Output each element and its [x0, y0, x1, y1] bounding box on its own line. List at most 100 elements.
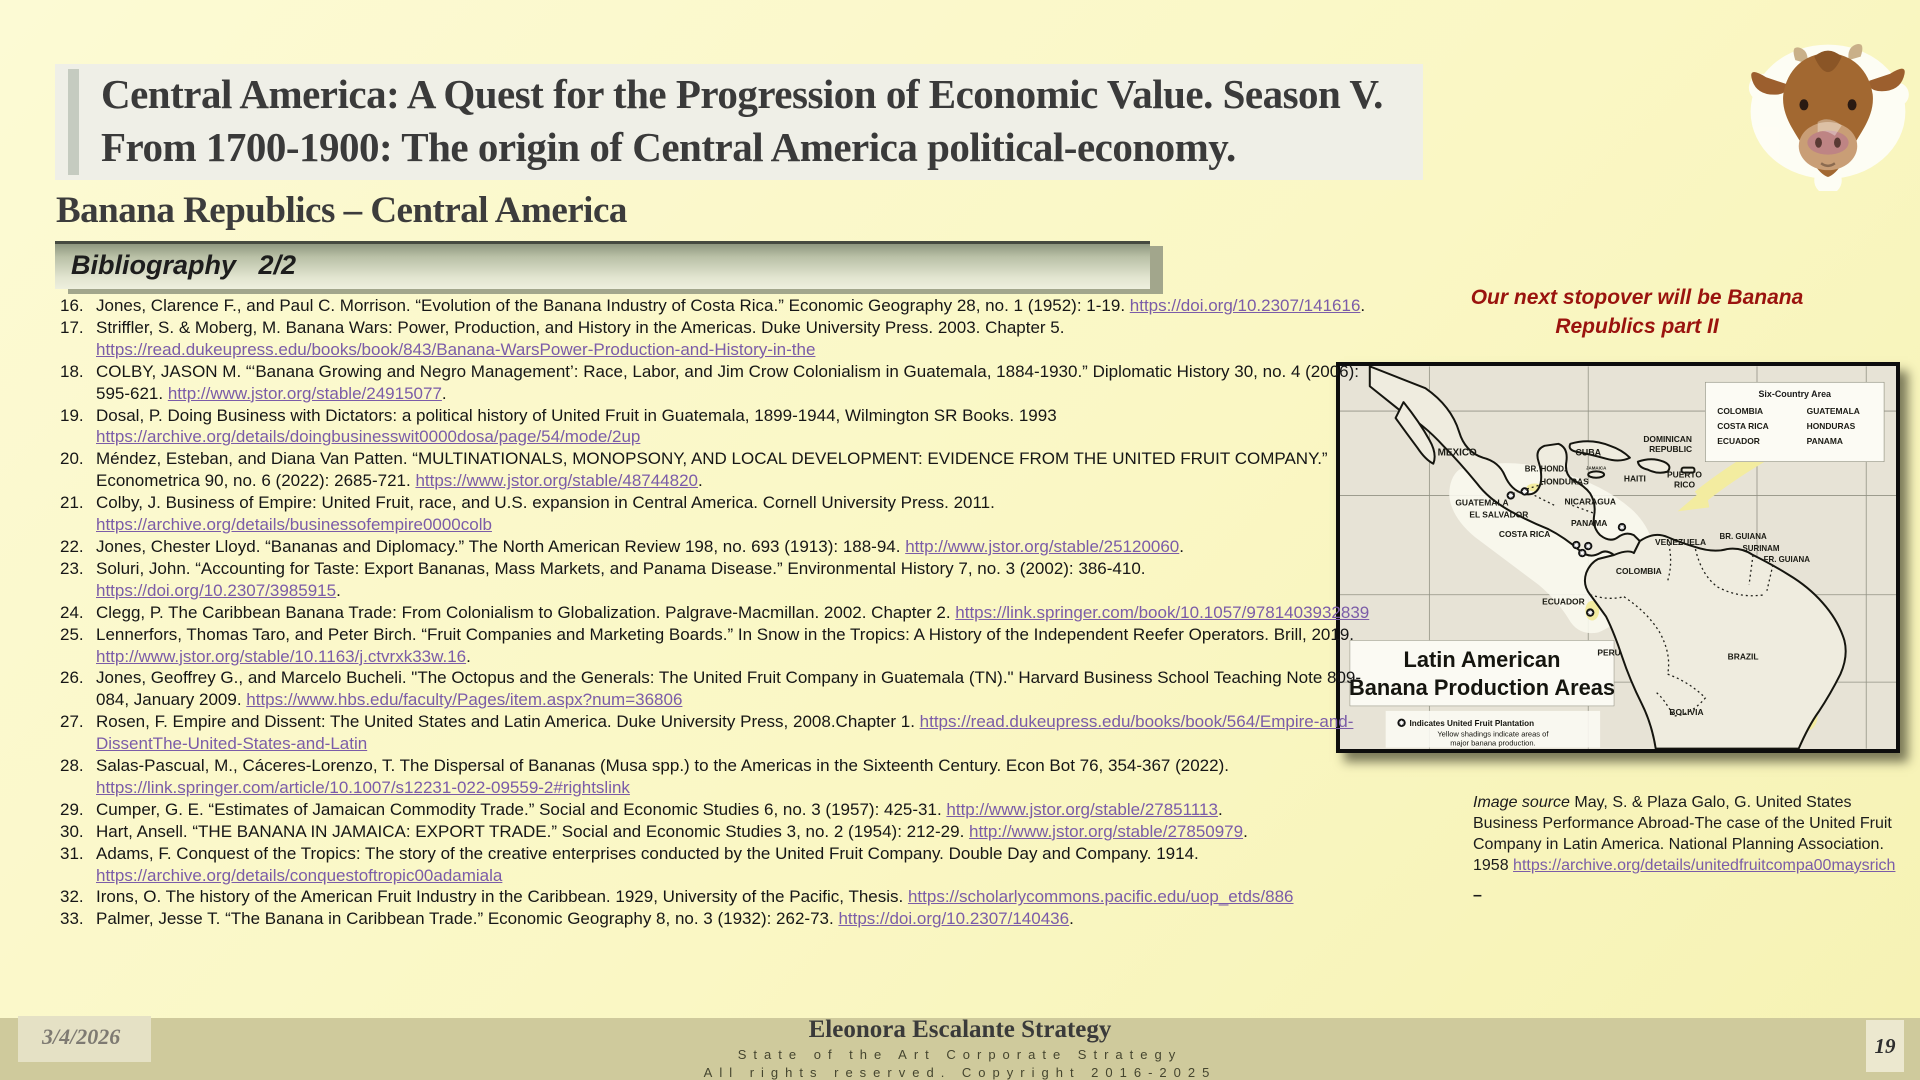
- cow-logo-icon: [1742, 36, 1914, 195]
- reference-link[interactable]: http://www.jstor.org/stable/27850979: [969, 821, 1244, 841]
- date-box: 3/4/2026: [18, 1016, 151, 1062]
- reference-text: Lennerfors, Thomas Taro, and Peter Birch…: [96, 624, 1355, 666]
- reference-number: 27.: [60, 712, 84, 732]
- reference-number: 23.: [60, 558, 84, 578]
- reference-text: Dosal, P. Doing Business with Dictators:…: [96, 405, 1057, 447]
- reference-text: Adams, F. Conquest of the Tropics: The s…: [96, 843, 1199, 885]
- reference-item: 28. Salas-Pascual, M., Cáceres-Lorenzo, T…: [60, 755, 1372, 799]
- reference-link[interactable]: https://link.springer.com/article/10.100…: [96, 777, 630, 797]
- reference-link[interactable]: https://doi.org/10.2307/140436: [838, 909, 1070, 929]
- image-source-dash: –: [1473, 887, 1482, 904]
- reference-item: 25. Lennerfors, Thomas Taro, and Peter Bi…: [60, 624, 1372, 668]
- reference-number: 30.: [60, 821, 84, 841]
- reference-number: 16.: [60, 296, 84, 315]
- reference-item: 22. Jones, Chester Lloyd. “Bananas and Di…: [60, 536, 1372, 558]
- banana-production-map: Six-Country Area COLOMBIA COSTA RICA ECUAD…: [1336, 362, 1900, 753]
- footer-copyright: All rights reserved. Copyright 2016-2025: [703, 1065, 1217, 1080]
- reference-number: 20.: [60, 449, 84, 469]
- reference-number: 26.: [60, 668, 84, 688]
- six-country-item: PANAMA: [1807, 436, 1843, 446]
- reference-link[interactable]: https://www.hbs.edu/faculty/Pages/item.a…: [246, 690, 683, 710]
- map-label: BRAZIL: [1728, 651, 1759, 661]
- reference-link[interactable]: https://archive.org/details/businessofem…: [96, 515, 492, 535]
- reference-link[interactable]: https://doi.org/10.2307/141616: [1129, 296, 1361, 315]
- reference-number: 18.: [60, 361, 84, 381]
- page-number-box: 19: [1866, 1020, 1904, 1072]
- reference-link[interactable]: https://link.springer.com/book/10.1057/9…: [955, 602, 1370, 622]
- reference-item: 31. Adams, F. Conquest of the Tropics: Th…: [60, 843, 1372, 887]
- map-label: COLOMBIA: [1616, 566, 1662, 576]
- map-label: REPUBLIC: [1649, 444, 1692, 454]
- reference-link[interactable]: https://archive.org/details/conquestoftr…: [96, 865, 503, 885]
- next-stopover-callout: Our next stopover will be Banana Republi…: [1470, 286, 1804, 338]
- reference-link[interactable]: https://doi.org/10.2307/3985915: [96, 580, 337, 600]
- image-source-link[interactable]: https://archive.org/details/unitedfruitc…: [1513, 857, 1896, 874]
- trade-arrow-head: [1677, 487, 1710, 512]
- reference-link[interactable]: https://read.dukeupress.edu/books/book/8…: [96, 339, 816, 359]
- reference-link[interactable]: http://www.jstor.org/stable/27851113: [946, 799, 1218, 819]
- reference-text: Irons, O. The history of the American Fr…: [96, 887, 1294, 907]
- map-label: PERU: [1597, 647, 1620, 657]
- reference-number: 22.: [60, 536, 84, 556]
- section-header-label: Bibliography 2/2: [71, 250, 297, 280]
- map-label: PANAMA: [1571, 518, 1607, 528]
- reference-text: Hart, Ansell. “THE BANANA IN JAMAICA: EX…: [96, 821, 1248, 841]
- reference-link[interactable]: http://www.jstor.org/stable/10.1163/j.ct…: [96, 646, 467, 666]
- map-label: NICARAGUA: [1564, 496, 1615, 506]
- six-country-item: GUATEMALA: [1807, 406, 1860, 416]
- slide-title: Central America: A Quest for the Progres…: [101, 68, 1413, 174]
- map-label: FR. GUIANA: [1764, 555, 1811, 564]
- map-label: BR. HOND.: [1525, 465, 1566, 474]
- reference-item: 18. COLBY, JASON M. “‘Banana Growing and …: [60, 361, 1372, 405]
- reference-text: Colby, J. Business of Empire: United Fru…: [96, 493, 995, 535]
- reference-number: 24.: [60, 602, 84, 622]
- image-source-prefix: Image source: [1473, 794, 1570, 811]
- reference-text: Cumper, G. E. “Estimates of Jamaican Com…: [96, 799, 1223, 819]
- image-source-text: May, S. & Plaza Galo, G. United States B…: [1473, 794, 1892, 874]
- title-line-2: From 1700-1900: The origin of Central Am…: [101, 124, 1236, 170]
- reference-number: 32.: [60, 887, 84, 907]
- map-label: GUATEMALA: [1455, 497, 1508, 507]
- map-label: RICO: [1674, 480, 1696, 490]
- reference-link[interactable]: https://scholarlycommons.pacific.edu/uop…: [907, 887, 1294, 907]
- footer-strip: [0, 1018, 1920, 1080]
- map-label: MEXICO: [1438, 448, 1477, 459]
- reference-text: Striffler, S. & Moberg, M. Banana Wars: …: [96, 317, 1065, 359]
- section-header-bar: Bibliography 2/2: [55, 241, 1150, 289]
- map-label: JAMAICA: [1586, 466, 1607, 471]
- reference-item: 26. Jones, Geoffrey G., and Marcelo Buche…: [60, 667, 1372, 711]
- map-title-box: Latin American Banana Production Areas: [1349, 640, 1615, 707]
- reference-link[interactable]: https://read.dukeupress.edu/books/book/5…: [96, 712, 1354, 754]
- reference-text: Méndez, Esteban, and Diana Van Patten. “…: [96, 449, 1328, 491]
- reference-number: 33.: [60, 909, 84, 929]
- six-country-box: Six-Country Area COLOMBIA COSTA RICA ECUAD…: [1705, 381, 1885, 462]
- reference-text: Palmer, Jesse T. “The Banana in Caribbea…: [96, 909, 1074, 929]
- legend-line-2: Yellow shadings indicate areas of: [1437, 730, 1549, 739]
- reference-link[interactable]: http://www.jstor.org/stable/25120060: [905, 536, 1180, 556]
- title-accent-bar: [68, 69, 79, 175]
- reference-link[interactable]: https://www.jstor.org/stable/48744820: [415, 471, 698, 491]
- reference-text: Jones, Geoffrey G., and Marcelo Bucheli.…: [96, 668, 1362, 710]
- reference-item: 24. Clegg, P. The Caribbean Banana Trade:…: [60, 602, 1372, 624]
- six-country-item: HONDURAS: [1807, 421, 1856, 431]
- plantation-markers: [1506, 487, 1627, 617]
- reference-link[interactable]: http://www.jstor.org/stable/24915077: [167, 383, 442, 403]
- footer-brand: Eleonora Escalante Strategy: [808, 1016, 1112, 1043]
- reference-item: 32. Irons, O. The history of the American…: [60, 886, 1372, 908]
- reference-link[interactable]: https://archive.org/details/doingbusines…: [96, 427, 641, 447]
- reference-item: 17. Striffler, S. & Moberg, M. Banana War…: [60, 317, 1372, 361]
- reference-text: Salas-Pascual, M., Cáceres-Lorenzo, T. T…: [96, 756, 1229, 797]
- map-label: HAITI: [1624, 474, 1646, 484]
- reference-item: 20. Méndez, Esteban, and Diana Van Patten…: [60, 448, 1372, 492]
- title-block: Central America: A Quest for the Progres…: [55, 64, 1423, 180]
- reference-number: 29.: [60, 799, 84, 819]
- map-label: BR. GUIANA: [1720, 532, 1767, 541]
- reference-text: Jones, Clarence F., and Paul C. Morrison…: [96, 296, 1366, 315]
- country-borders: [1512, 482, 1774, 717]
- reference-text: Soluri, John. “Accounting for Taste: Exp…: [96, 558, 1146, 600]
- reference-number: 21.: [60, 493, 84, 513]
- reference-number: 17.: [60, 317, 84, 337]
- reference-number: 19.: [60, 405, 84, 425]
- map-label: VENEZUELA: [1655, 537, 1706, 547]
